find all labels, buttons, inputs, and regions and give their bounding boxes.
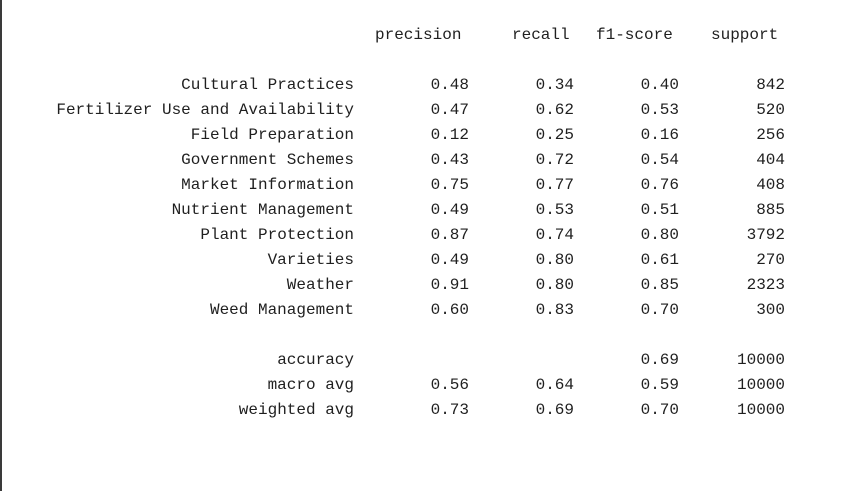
recall-value: 0.72	[535, 151, 574, 169]
precision-value: 0.48	[430, 76, 469, 94]
f1-score-value: 0.80	[640, 226, 679, 244]
precision-value: 0.43	[430, 151, 469, 169]
row-label: weighted avg	[238, 401, 354, 419]
row-label: Field Preparation	[190, 126, 354, 144]
row-label: accuracy	[277, 351, 354, 369]
f1-score-value: 0.53	[640, 101, 679, 119]
f1-score-value: 0.59	[640, 376, 679, 394]
precision-value: 0.73	[430, 401, 469, 419]
recall-value: 0.69	[535, 401, 574, 419]
row-label: Market Information	[181, 176, 354, 194]
header-support: support	[711, 26, 779, 44]
row-label: Nutrient Management	[171, 201, 354, 219]
recall-value: 0.25	[535, 126, 574, 144]
precision-value: 0.12	[430, 126, 469, 144]
f1-score-value: 0.16	[640, 126, 679, 144]
header-precision: precision	[375, 26, 462, 44]
f1-score-value: 0.61	[640, 251, 679, 269]
precision-value: 0.91	[430, 276, 469, 294]
precision-value: 0.49	[430, 251, 469, 269]
support-value: 408	[756, 176, 785, 194]
row-label: Government Schemes	[181, 151, 354, 169]
precision-value: 0.75	[430, 176, 469, 194]
header-recall: recall	[512, 26, 570, 44]
f1-score-value: 0.51	[640, 201, 679, 219]
f1-score-value: 0.40	[640, 76, 679, 94]
support-value: 842	[756, 76, 785, 94]
support-value: 2323	[746, 276, 785, 294]
f1-score-value: 0.54	[640, 151, 679, 169]
header-f1-score: f1-score	[596, 26, 673, 44]
header-row: precision recall f1-score support	[2, 23, 778, 48]
precision-value: 0.47	[430, 101, 469, 119]
recall-value: 0.62	[535, 101, 574, 119]
support-value: 885	[756, 201, 785, 219]
precision-value: 0.56	[430, 376, 469, 394]
recall-value: 0.77	[535, 176, 574, 194]
support-value: 10000	[736, 401, 785, 419]
support-value: 270	[756, 251, 785, 269]
recall-value: 0.53	[535, 201, 574, 219]
f1-score-value: 0.70	[640, 401, 679, 419]
recall-value: 0.80	[535, 276, 574, 294]
recall-value: 0.64	[535, 376, 574, 394]
row-label: Varieties	[267, 251, 354, 269]
support-value: 10000	[736, 376, 785, 394]
row-label: Cultural Practices	[181, 76, 354, 94]
f1-score-value: 0.70	[640, 301, 679, 319]
support-value: 10000	[736, 351, 785, 369]
support-value: 256	[756, 126, 785, 144]
row-label: Fertilizer Use and Availability	[56, 101, 354, 119]
support-value: 520	[756, 101, 785, 119]
recall-value: 0.34	[535, 76, 574, 94]
support-value: 300	[756, 301, 785, 319]
f1-score-value: 0.69	[640, 351, 679, 369]
f1-score-value: 0.76	[640, 176, 679, 194]
recall-value: 0.80	[535, 251, 574, 269]
recall-value: 0.74	[535, 226, 574, 244]
precision-value: 0.49	[430, 201, 469, 219]
precision-value: 0.60	[430, 301, 469, 319]
precision-value: 0.87	[430, 226, 469, 244]
recall-value: 0.83	[535, 301, 574, 319]
row-label: Weed Management	[209, 301, 354, 319]
support-value: 404	[756, 151, 785, 169]
f1-score-value: 0.85	[640, 276, 679, 294]
row-label: Plant Protection	[200, 226, 354, 244]
row-label: Weather	[286, 276, 354, 294]
support-value: 3792	[746, 226, 785, 244]
row-label: macro avg	[267, 376, 354, 394]
